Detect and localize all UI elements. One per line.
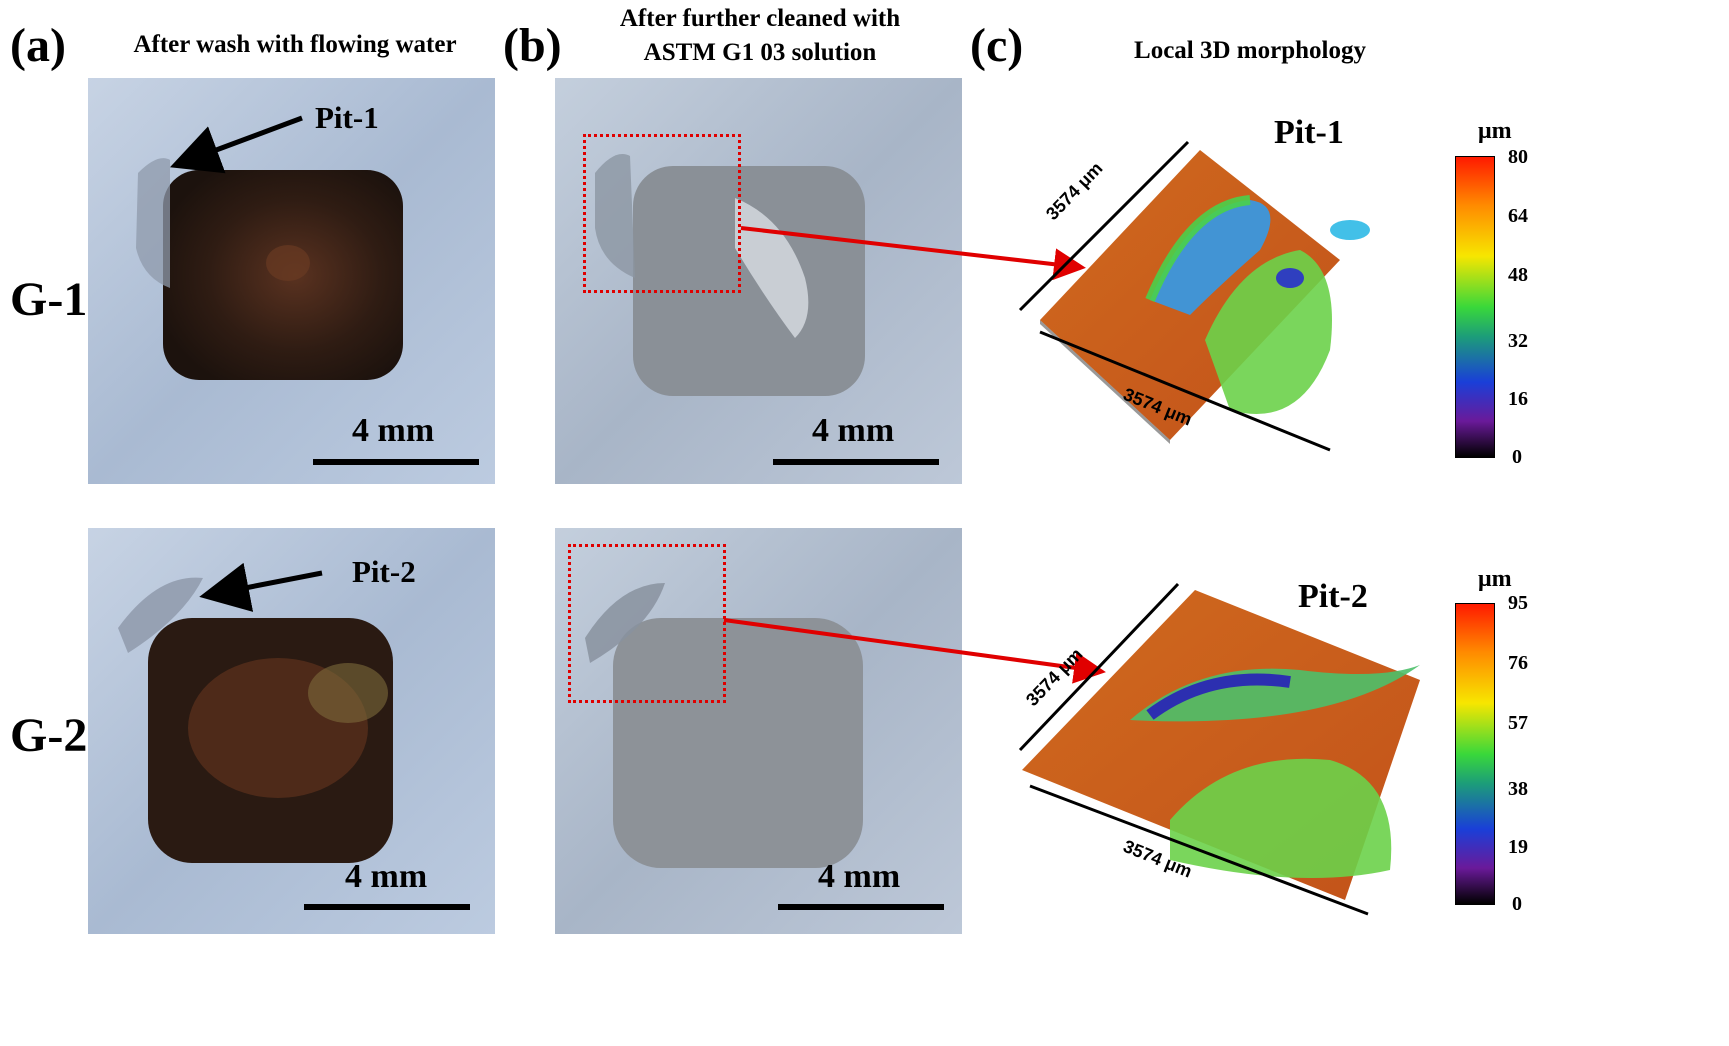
- photo-a-g2-image: [88, 528, 495, 934]
- pit-label-1: Pit-1: [315, 100, 379, 135]
- row-label-g1: G-1: [10, 273, 88, 326]
- colorbar-tick-g2-1: 76: [1508, 652, 1528, 674]
- colorbar-tick-g1-3: 32: [1508, 330, 1528, 352]
- scale-label-b-g1: 4 mm: [812, 412, 895, 449]
- colorbar-unit-g2: μm: [1478, 566, 1512, 592]
- colorbar-tick-g2-4: 19: [1508, 836, 1528, 858]
- scale-label-a-g1: 4 mm: [352, 412, 435, 449]
- colorbar-tick-g1-1: 64: [1508, 205, 1528, 227]
- pit-1-arrow: [169, 115, 303, 174]
- colorbar-tick-g1-4: 16: [1508, 388, 1528, 410]
- photo-a-g2: [88, 528, 495, 934]
- scale-bar-a-g2: [304, 904, 470, 910]
- map-title-g2: Pit-2: [1298, 578, 1368, 615]
- panel-heading-a: After wash with flowing water: [133, 31, 457, 58]
- colorbar-g1: [1455, 156, 1495, 458]
- colorbar-tick-g1-2: 48: [1508, 264, 1528, 286]
- panel-heading-c: Local 3D morphology: [1134, 37, 1366, 64]
- photo-b-g1-image: [555, 78, 962, 484]
- panel-letter-a: (a): [10, 19, 66, 72]
- panel-heading-b-line2: ASTM G1 03 solution: [643, 39, 877, 66]
- map-3d-g2: [1018, 582, 1420, 916]
- panel-letter-c: (c): [970, 19, 1024, 72]
- map-3d-g1: [1018, 140, 1370, 452]
- panel-letter-b: (b): [503, 19, 562, 72]
- link-arrow-g1: [740, 226, 1086, 281]
- photo-a-g1: [88, 78, 495, 484]
- roi-box-b-g1: [583, 134, 741, 293]
- scale-bar-b-g1: [773, 459, 939, 465]
- photo-b-g1: [555, 78, 962, 484]
- map-title-g1: Pit-1: [1274, 114, 1344, 151]
- roi-box-b-g2: [568, 544, 726, 703]
- scale-bar-a-g1: [313, 459, 479, 465]
- colorbar-g2: [1455, 603, 1495, 905]
- scale-bar-b-g2: [778, 904, 944, 910]
- pit-label-2: Pit-2: [352, 554, 416, 589]
- colorbar-tick-g2-2: 57: [1508, 712, 1528, 734]
- colorbar-tick-g1-5: 0: [1512, 446, 1522, 468]
- colorbar-tick-g2-0: 95: [1508, 592, 1528, 614]
- colorbar-tick-g2-3: 38: [1508, 778, 1528, 800]
- scale-label-a-g2: 4 mm: [345, 858, 428, 895]
- row-label-g2: G-2: [10, 709, 88, 762]
- panel-heading-b-line1: After further cleaned with: [619, 5, 901, 32]
- pit-2-arrow: [199, 562, 323, 612]
- photo-b-g2: [555, 528, 962, 934]
- colorbar-tick-g1-0: 80: [1508, 146, 1528, 168]
- link-arrow-g2: [723, 618, 1106, 684]
- photo-a-g1-image: [88, 78, 495, 484]
- photo-b-g2-image: [555, 528, 962, 934]
- colorbar-tick-g2-5: 0: [1512, 893, 1522, 915]
- scale-label-b-g2: 4 mm: [818, 858, 901, 895]
- colorbar-unit-g1: μm: [1478, 118, 1512, 144]
